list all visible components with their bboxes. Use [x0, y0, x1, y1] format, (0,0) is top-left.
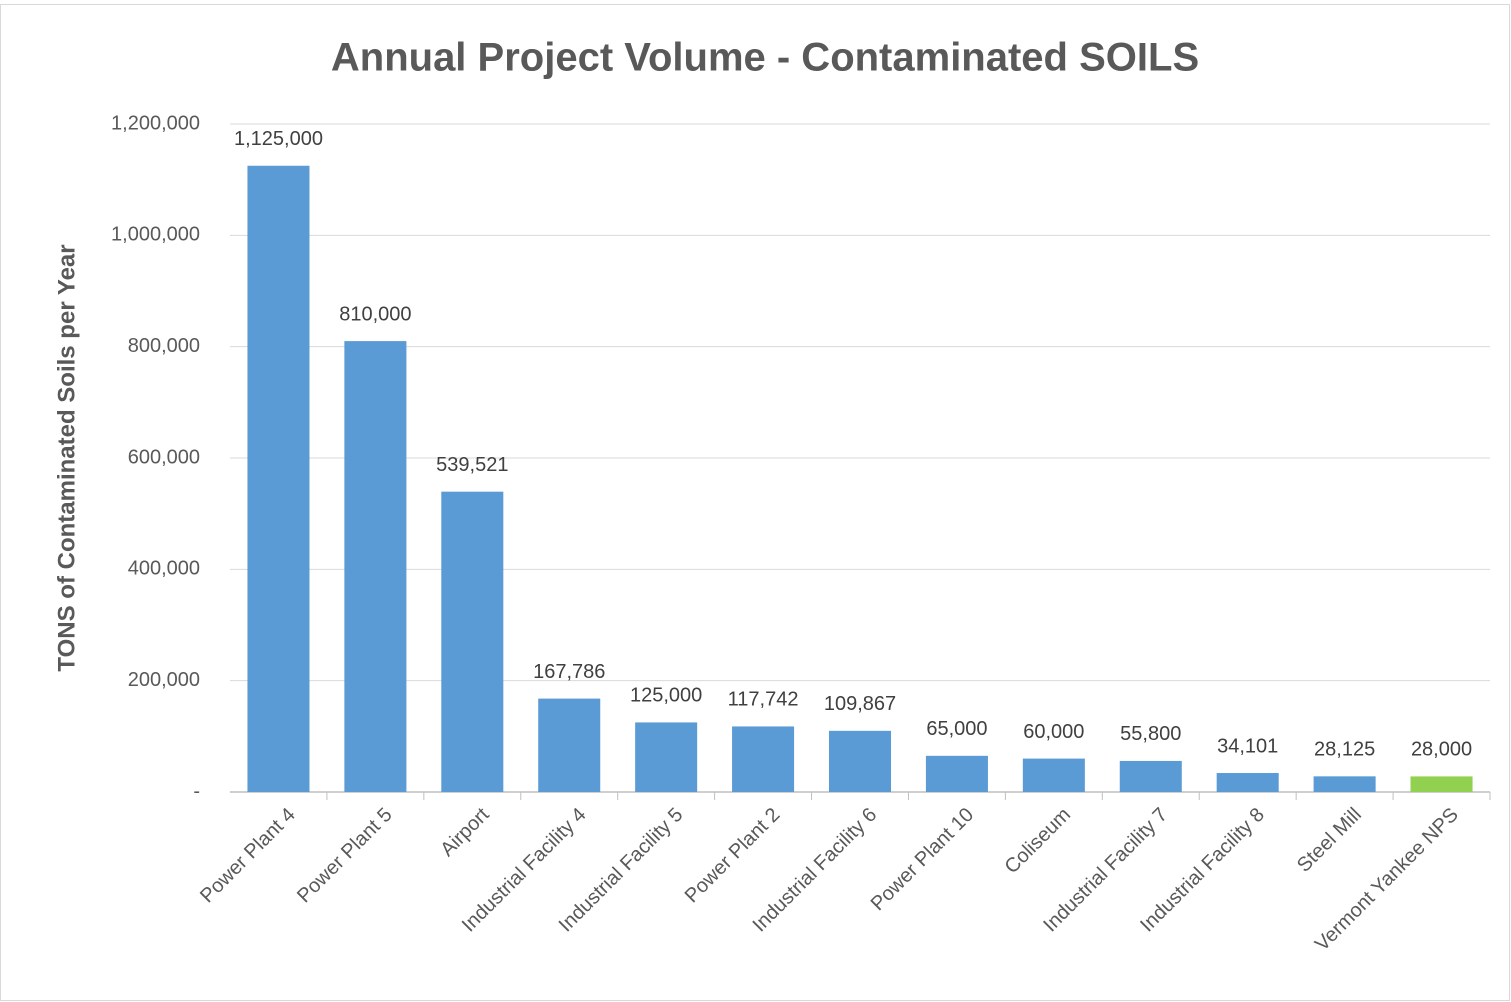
- y-tick-label: -: [193, 780, 200, 802]
- data-label: 125,000: [630, 685, 702, 707]
- data-label: 55,800: [1120, 723, 1181, 745]
- data-label: 34,101: [1217, 735, 1278, 757]
- bar: [1216, 773, 1279, 792]
- bar: [732, 726, 795, 792]
- bar: [441, 491, 504, 792]
- data-label: 1,125,000: [234, 128, 323, 150]
- y-tick-label: 400,000: [128, 558, 200, 580]
- bar: [344, 341, 407, 792]
- y-tick-label: 1,000,000: [111, 224, 200, 246]
- y-tick-label: 800,000: [128, 335, 200, 357]
- data-label: 117,742: [728, 689, 799, 711]
- data-label: 539,521: [436, 454, 508, 476]
- data-label: 109,867: [824, 693, 896, 715]
- bar: [1410, 776, 1473, 792]
- chart-title: Annual Project Volume - Contaminated SOI…: [331, 36, 1199, 80]
- bar: [828, 730, 892, 792]
- bar: [925, 755, 988, 792]
- bar: [1119, 760, 1182, 792]
- data-label: 810,000: [339, 303, 411, 325]
- data-label: 60,000: [1023, 721, 1084, 743]
- y-axis-label: TONS of Contaminated Soils per Year: [53, 244, 80, 671]
- bar: [1313, 776, 1376, 792]
- data-label: 65,000: [926, 718, 987, 740]
- data-label: 28,000: [1411, 739, 1472, 761]
- bar: [538, 698, 601, 792]
- y-tick-label: 600,000: [128, 446, 200, 468]
- data-label: 28,125: [1314, 739, 1375, 761]
- data-label: 167,786: [533, 661, 605, 683]
- bar: [635, 722, 698, 792]
- y-tick-label: 200,000: [128, 669, 200, 691]
- bar: [247, 165, 310, 792]
- bar: [1022, 758, 1085, 792]
- chart-border: [0, 4, 1510, 1001]
- y-tick-label: 1,200,000: [111, 112, 200, 134]
